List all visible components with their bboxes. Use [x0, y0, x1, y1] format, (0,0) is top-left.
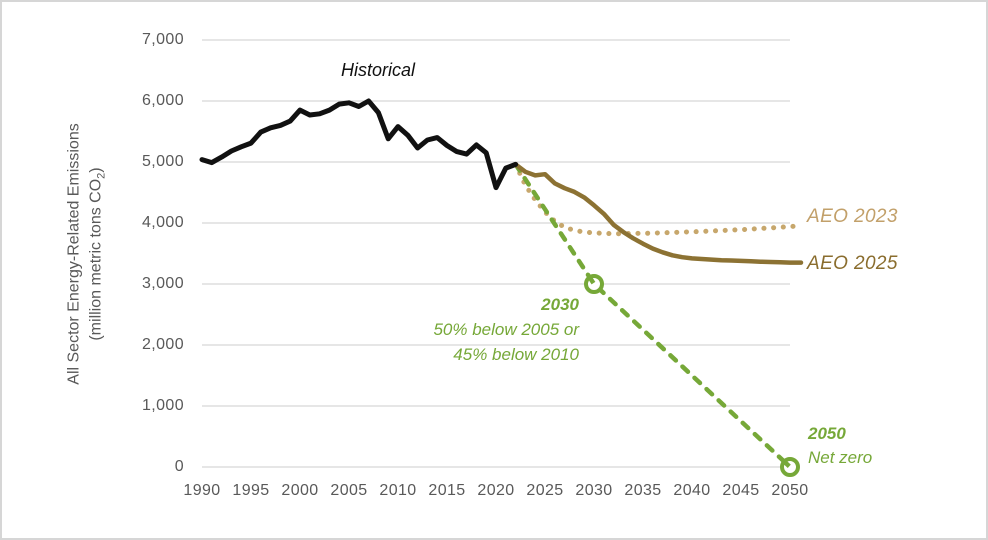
x-tick-label: 1995: [232, 482, 270, 499]
x-tick-label: 2025: [526, 482, 564, 499]
x-tick-label: 2050: [771, 482, 809, 499]
x-tick-label: 2010: [379, 482, 417, 499]
x-tick-label: 2035: [624, 482, 662, 499]
target-marker-dash-stub: [782, 459, 791, 468]
y-axis-title: All Sector Energy-Related Emissions (mil…: [63, 123, 112, 384]
aeo-2025-series-label: AEO 2025: [807, 253, 898, 274]
y-tick-label: 2,000: [141, 336, 184, 353]
y-tick-label: 4,000: [141, 214, 184, 231]
aeo-2023-series-label: AEO 2023: [807, 206, 898, 227]
series-line-aeo-2025: [513, 162, 804, 265]
x-tick-label: 1990: [183, 482, 221, 499]
y-tick-label: 0: [174, 458, 184, 475]
target-2030-annotation: 2030 50% below 2005 or 45% below 2010: [433, 292, 579, 367]
x-tick-label: 2000: [281, 482, 319, 499]
x-tick-label: 2030: [575, 482, 613, 499]
series-line-net-zero-target: [513, 162, 793, 470]
y-axis-title-line2-pre: (million metric tons CO: [87, 178, 105, 341]
y-axis-title-line1: All Sector Energy-Related Emissions: [65, 123, 83, 385]
y-axis-title-co2-subscript: 2: [95, 172, 108, 179]
target-2030-year: 2030: [541, 295, 579, 314]
target-2050-description: Net zero: [808, 448, 873, 467]
target-marker-dash-stub: [587, 275, 596, 285]
series-line-aeo-2023: [513, 161, 803, 237]
x-tick-label: 2020: [477, 482, 515, 499]
y-axis-title-line2: (million metric tons CO2): [85, 123, 112, 384]
x-tick-label: 2015: [428, 482, 466, 499]
target-2050-annotation: 2050 Net zero: [808, 422, 872, 470]
target-2050-year: 2050: [808, 424, 846, 443]
x-tick-label: 2045: [722, 482, 760, 499]
y-tick-label: 5,000: [141, 153, 184, 170]
historical-series-label: Historical: [340, 60, 416, 80]
target-2030-description-line1: 50% below 2005 or: [433, 320, 579, 339]
x-tick-label: 2040: [673, 482, 711, 499]
x-tick-label: 2005: [330, 482, 368, 499]
y-tick-label: 1,000: [141, 397, 184, 414]
series-line-historical: [199, 98, 519, 191]
target-2030-description-line2: 45% below 2010: [453, 345, 579, 364]
y-tick-label: 3,000: [141, 275, 184, 292]
y-tick-label: 7,000: [141, 31, 184, 48]
y-axis-title-line2-post: ): [87, 167, 105, 173]
y-tick-label: 6,000: [141, 92, 184, 109]
